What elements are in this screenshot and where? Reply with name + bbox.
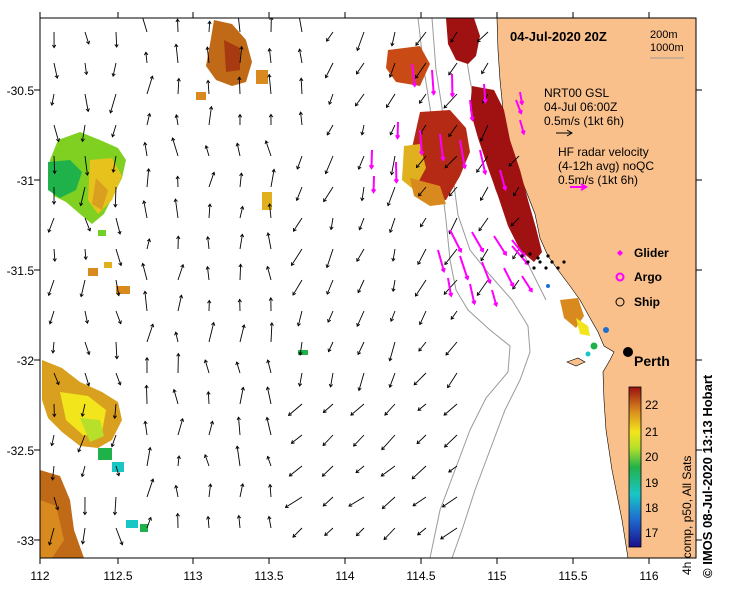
legend-argo-label: Argo	[634, 270, 662, 284]
legend-hf-scale: 0.5m/s (1kt 6h)	[558, 173, 638, 187]
sst-colorbar	[629, 387, 641, 547]
isobath-label-200: 200m	[650, 29, 678, 41]
perth-city-marker	[623, 347, 633, 357]
argo-float-marker	[603, 327, 609, 333]
copyright-symbol: ©	[700, 568, 715, 578]
colorbar-tick: 20	[645, 450, 659, 464]
legend-ship-label: Ship	[634, 295, 660, 309]
colorbar-tick: 17	[645, 526, 659, 540]
argo-float-marker	[591, 343, 598, 350]
current-arrow	[146, 385, 147, 404]
credit-text: IMOS 08-Jul-2020 13:13 Hobart	[700, 375, 715, 565]
current-arrow-head	[297, 13, 300, 16]
lon-tick-label: 112.5	[103, 569, 132, 583]
lon-tick-label: 113	[183, 569, 202, 583]
legend-hf-title: HF radar velocity	[558, 145, 649, 159]
map-title: 04-Jul-2020 20Z	[510, 29, 607, 44]
legend-glider-label: Glider	[634, 246, 669, 260]
lon-tick-label: 114	[335, 569, 354, 583]
lon-tick-label: 115.5	[558, 569, 587, 583]
current-arrow	[240, 264, 241, 280]
lat-tick-label: -33	[17, 534, 35, 548]
lon-tick-label: 115	[487, 569, 506, 583]
isobath-label-1000: 1000m	[650, 42, 684, 54]
lat-tick-label: -32	[17, 354, 35, 368]
lon-tick-label: 113.5	[254, 569, 283, 583]
perth-label: Perth	[634, 353, 670, 369]
legend-hf-sub: (4-12h avg) noQC	[558, 159, 654, 173]
colorbar-label: 4h comp, p50, All Sats	[680, 456, 694, 575]
lon-tick-label: 114.5	[406, 569, 435, 583]
current-arrow-head	[141, 14, 144, 17]
legend-nrt-scale: 0.5m/s (1kt 6h)	[544, 114, 624, 128]
colorbar-tick: 18	[645, 501, 659, 515]
colorbar-tick: 21	[645, 425, 659, 439]
colorbar-tick: 22	[645, 398, 659, 412]
hf-vector	[371, 150, 372, 168]
legend-nrt-time: 04-Jul 06:00Z	[544, 100, 617, 114]
colorbar-tick: 19	[645, 476, 659, 490]
argo-float-marker	[586, 352, 591, 357]
argo-float-marker	[546, 284, 550, 288]
lon-tick-label: 112	[30, 569, 49, 583]
lat-tick-label: -31	[17, 174, 35, 188]
credit-line: © IMOS 08-Jul-2020 13:13 Hobart	[700, 375, 715, 578]
lon-tick-label: 116	[639, 569, 658, 583]
legend-nrt-title: NRT00 GSL	[544, 86, 609, 100]
lat-tick-label: -31.5	[7, 264, 35, 278]
lat-tick-label: -30.5	[7, 84, 35, 98]
lat-tick-label: -32.5	[7, 444, 35, 458]
